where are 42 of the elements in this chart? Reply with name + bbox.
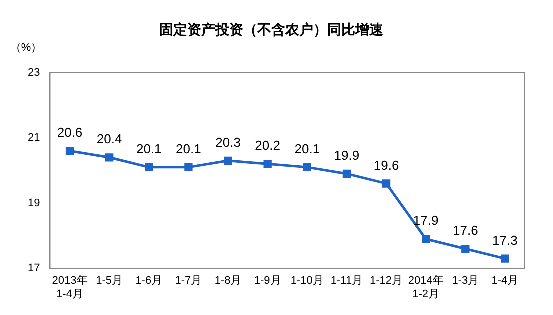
point: [264, 160, 272, 168]
x-tick-label: 2013年 1-4月: [52, 275, 88, 300]
data-label: 20.4: [96, 132, 122, 147]
point: [184, 163, 193, 172]
point: [106, 154, 114, 162]
x-tick-label: 1-7月: [175, 275, 202, 288]
x-tick-label: 1-3月: [452, 275, 480, 288]
data-label: 19.6: [374, 158, 400, 173]
x-tick-label: 2014年 1-2月: [408, 275, 444, 300]
x-tick-label: 1-10月: [290, 275, 324, 288]
x-tick-label: 1-12月: [370, 275, 404, 288]
point: [501, 254, 510, 263]
x-tick-label: 1-9月: [254, 275, 282, 288]
point: [224, 156, 232, 165]
x-tick-label: 1-11月: [330, 275, 364, 288]
point: [342, 170, 352, 178]
y-tick-label: 21: [28, 132, 40, 144]
y-tick-label: 19: [28, 197, 40, 210]
data-label: 20.6: [57, 125, 83, 140]
chart-title: 固定资产投资（不含农户）同比增速: [160, 21, 384, 38]
data-label: 20.1: [294, 141, 320, 156]
point: [422, 235, 430, 244]
data-label: 20.3: [216, 134, 241, 150]
point: [303, 163, 312, 172]
data-label: 19.9: [334, 148, 360, 163]
data-label: 20.1: [136, 141, 162, 156]
point: [145, 163, 154, 172]
x-tick-label: 1-8月: [214, 275, 242, 288]
point: [382, 180, 391, 188]
x-tick-label: 1-5月: [96, 275, 124, 288]
point: [66, 147, 74, 156]
data-label: 20.1: [176, 141, 202, 156]
y-axis-title: （%）: [10, 42, 42, 54]
x-tick-label: 1-4月: [492, 275, 519, 288]
data-label: 17.6: [453, 223, 478, 238]
y-tick-label: 23: [28, 66, 40, 79]
data-label: 20.2: [255, 138, 280, 154]
x-tick-label: 1-6月: [136, 275, 163, 288]
point: [462, 244, 470, 254]
data-label: 17.9: [413, 213, 439, 228]
data-label: 17.3: [492, 232, 518, 248]
y-tick-label: 17: [28, 262, 40, 275]
